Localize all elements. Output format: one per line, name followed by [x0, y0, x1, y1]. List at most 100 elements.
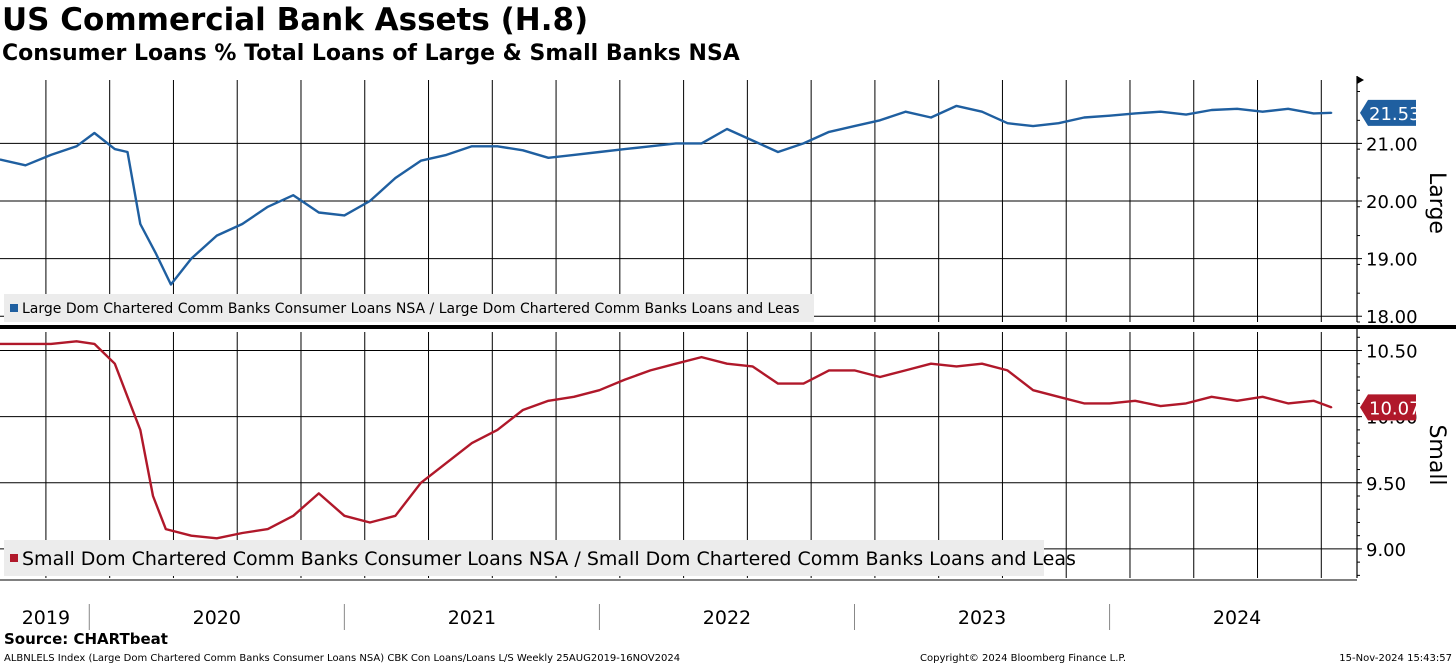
large-data-point — [1261, 110, 1264, 113]
large-data-point — [1185, 113, 1187, 116]
small-data-point — [1083, 402, 1085, 405]
large-panel: 18.00 19.00 20.00 21.00 Large Dom Chartered … — [0, 76, 1449, 328]
large-legend-label: Large Dom Chartered Comm Banks Consumer … — [22, 301, 800, 317]
large-data-point — [700, 142, 703, 145]
large-data-point — [1236, 107, 1239, 110]
large-data-point — [853, 125, 856, 127]
small-data-point — [317, 492, 320, 495]
small-last-value-text: 10.07 — [1369, 398, 1421, 419]
large-data-point — [904, 110, 907, 113]
large-data-point — [1057, 122, 1060, 125]
large-last-value-tag: 21.53 — [1360, 99, 1421, 126]
small-data-point — [394, 514, 397, 517]
small-data-point — [50, 343, 52, 345]
small-data-point — [853, 369, 856, 372]
large-data-point — [1210, 109, 1213, 111]
large-data-point — [751, 139, 754, 142]
footer-ticker: ALBNLELS Index (Large Dom Chartered Comm… — [4, 653, 681, 664]
small-data-point — [1210, 395, 1213, 398]
large-panel-label: Large — [1424, 172, 1449, 234]
large-data-point — [1108, 114, 1111, 117]
x-tick-label: 2024 — [1213, 607, 1261, 629]
small-data-point — [164, 528, 167, 530]
footer-copyright: Copyright© 2024 Bloomberg Finance L.P. — [920, 653, 1127, 664]
large-data-point — [1312, 112, 1315, 115]
small-data-point — [1185, 402, 1187, 405]
large-data-point — [879, 119, 881, 122]
large-data-point — [930, 116, 932, 119]
chart-subtitle: Consumer Loans % Total Loans of Large & … — [2, 41, 740, 66]
small-data-point — [649, 369, 652, 372]
large-data-point — [170, 283, 172, 286]
small-data-point — [955, 365, 958, 368]
large-data-point — [675, 142, 677, 145]
small-data-point — [24, 343, 27, 345]
large-data-point — [1134, 112, 1136, 115]
large-last-value-bg — [1360, 99, 1416, 126]
large-data-point — [1287, 107, 1290, 110]
x-tick-label: 2019 — [22, 607, 70, 629]
small-legend-box — [4, 540, 1044, 576]
large-data-point — [215, 234, 218, 237]
large-data-point — [0, 158, 1, 161]
large-data-point — [981, 110, 983, 113]
small-data-point — [624, 378, 626, 381]
small-data-point — [1032, 389, 1034, 392]
large-data-point — [419, 159, 422, 162]
small-data-point — [879, 376, 881, 378]
small-ytick-label: 10.50 — [1366, 342, 1418, 363]
small-data-point — [598, 389, 601, 392]
x-tick-label: 2020 — [193, 607, 241, 629]
large-data-point — [154, 251, 157, 254]
footer-timestamp: 15-Nov-2024 15:43:57 — [1339, 653, 1452, 664]
small-last-value-bg — [1360, 394, 1416, 421]
small-data-point — [1330, 406, 1333, 409]
small-data-point — [152, 495, 154, 497]
large-data-point — [75, 145, 78, 148]
small-panel-label: Small — [1424, 424, 1449, 485]
large-data-point — [292, 194, 295, 197]
large-data-point — [496, 145, 499, 148]
large-data-point — [139, 223, 142, 225]
small-data-point — [139, 428, 142, 431]
small-data-point — [802, 382, 805, 385]
small-data-point — [419, 481, 422, 484]
small-data-point — [1312, 399, 1315, 402]
small-data-point — [904, 369, 907, 372]
large-data-point — [649, 145, 652, 148]
large-data-point — [522, 149, 524, 152]
small-data-point — [828, 369, 830, 372]
small-data-point — [470, 442, 473, 444]
large-data-point — [828, 130, 830, 133]
small-series-line — [0, 340, 1332, 540]
large-data-point — [1032, 125, 1034, 127]
large-ytick-label: 21.00 — [1366, 134, 1418, 155]
large-data-point — [93, 132, 96, 134]
large-data-point — [470, 145, 473, 148]
large-data-point — [126, 151, 129, 153]
small-data-point — [0, 343, 1, 345]
large-data-point — [241, 223, 244, 225]
large-ytick-label: 18.00 — [1366, 307, 1418, 328]
small-data-point — [547, 399, 550, 402]
large-data-point — [573, 154, 575, 156]
small-data-point — [751, 365, 754, 368]
x-tick-label: 2022 — [703, 607, 751, 629]
x-tick-label: 2021 — [448, 607, 496, 629]
small-data-point — [190, 534, 193, 537]
x-tick-label: 2023 — [958, 607, 1006, 629]
small-data-point — [368, 521, 371, 524]
large-series-line — [0, 104, 1332, 286]
small-data-point — [75, 340, 78, 343]
small-data-point — [126, 395, 129, 398]
small-data-point — [1287, 402, 1290, 405]
large-data-point — [24, 164, 27, 167]
small-data-point — [343, 514, 346, 517]
small-data-point — [981, 362, 983, 365]
large-data-point — [547, 156, 550, 159]
small-data-point — [522, 409, 524, 411]
large-data-point — [445, 154, 448, 156]
small-data-point — [1006, 369, 1009, 372]
